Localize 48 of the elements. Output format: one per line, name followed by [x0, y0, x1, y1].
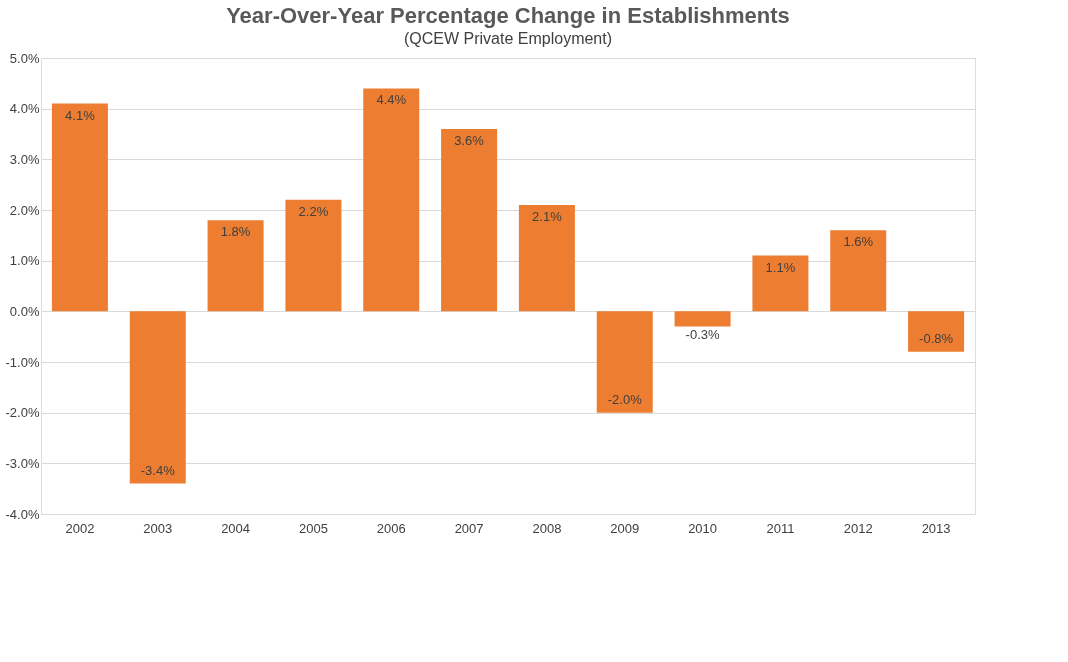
bar	[752, 255, 809, 312]
x-tick-label: 2003	[143, 520, 173, 536]
x-tick-label: 2005	[298, 520, 328, 536]
bar	[596, 311, 653, 413]
data-label: -3.4%	[140, 462, 176, 478]
x-tick-label: 2011	[766, 520, 795, 536]
x-tick-label: 2007	[454, 520, 484, 536]
data-label: -2.0%	[607, 391, 643, 407]
bar	[285, 199, 342, 312]
data-label: 1.1%	[765, 259, 796, 275]
x-tick-label: 2010	[688, 520, 718, 536]
y-tick-label: -4.0%	[5, 506, 40, 522]
data-label: 2.1%	[532, 208, 563, 224]
x-tick-label: 2002	[65, 520, 95, 536]
y-tick-label: -3.0%	[5, 455, 40, 471]
data-label: 3.6%	[454, 132, 485, 148]
bar	[518, 204, 575, 312]
x-tick-label: 2004	[221, 520, 251, 536]
x-tick-label: 2012	[843, 520, 873, 536]
chart-title: Year-Over-Year Percentage Change in Establishments	[226, 3, 790, 28]
y-tick-label: 3.0%	[9, 151, 40, 167]
bar	[674, 311, 731, 327]
bar	[908, 311, 965, 352]
bar	[207, 220, 264, 312]
data-label: 4.4%	[376, 92, 407, 108]
bar	[129, 311, 186, 484]
data-label: -0.3%	[685, 326, 720, 342]
data-label: 2.2%	[298, 203, 329, 219]
bar	[363, 88, 420, 312]
chart-subtitle: (QCEW Private Employment)	[403, 30, 613, 47]
y-tick-label: 0.0%	[9, 303, 40, 319]
y-tick-label: 1.0%	[9, 253, 40, 269]
y-tick-label: 2.0%	[9, 202, 40, 218]
data-label: 1.6%	[843, 234, 874, 250]
x-tick-label: 2006	[376, 520, 406, 536]
x-tick-label: 2008	[532, 520, 562, 536]
bar	[441, 128, 498, 312]
y-tick-label: 4.0%	[9, 101, 40, 117]
x-tick-label: 2013	[921, 520, 951, 536]
bar	[51, 103, 108, 312]
bar	[830, 230, 887, 312]
data-label: -0.8%	[919, 330, 954, 346]
data-label: 4.1%	[65, 107, 96, 123]
y-tick-label: -2.0%	[5, 405, 40, 421]
y-tick-label: 5.0%	[9, 50, 40, 66]
data-label: 1.8%	[220, 224, 251, 240]
y-tick-label: -1.0%	[5, 354, 40, 370]
x-tick-label: 2009	[610, 520, 640, 536]
